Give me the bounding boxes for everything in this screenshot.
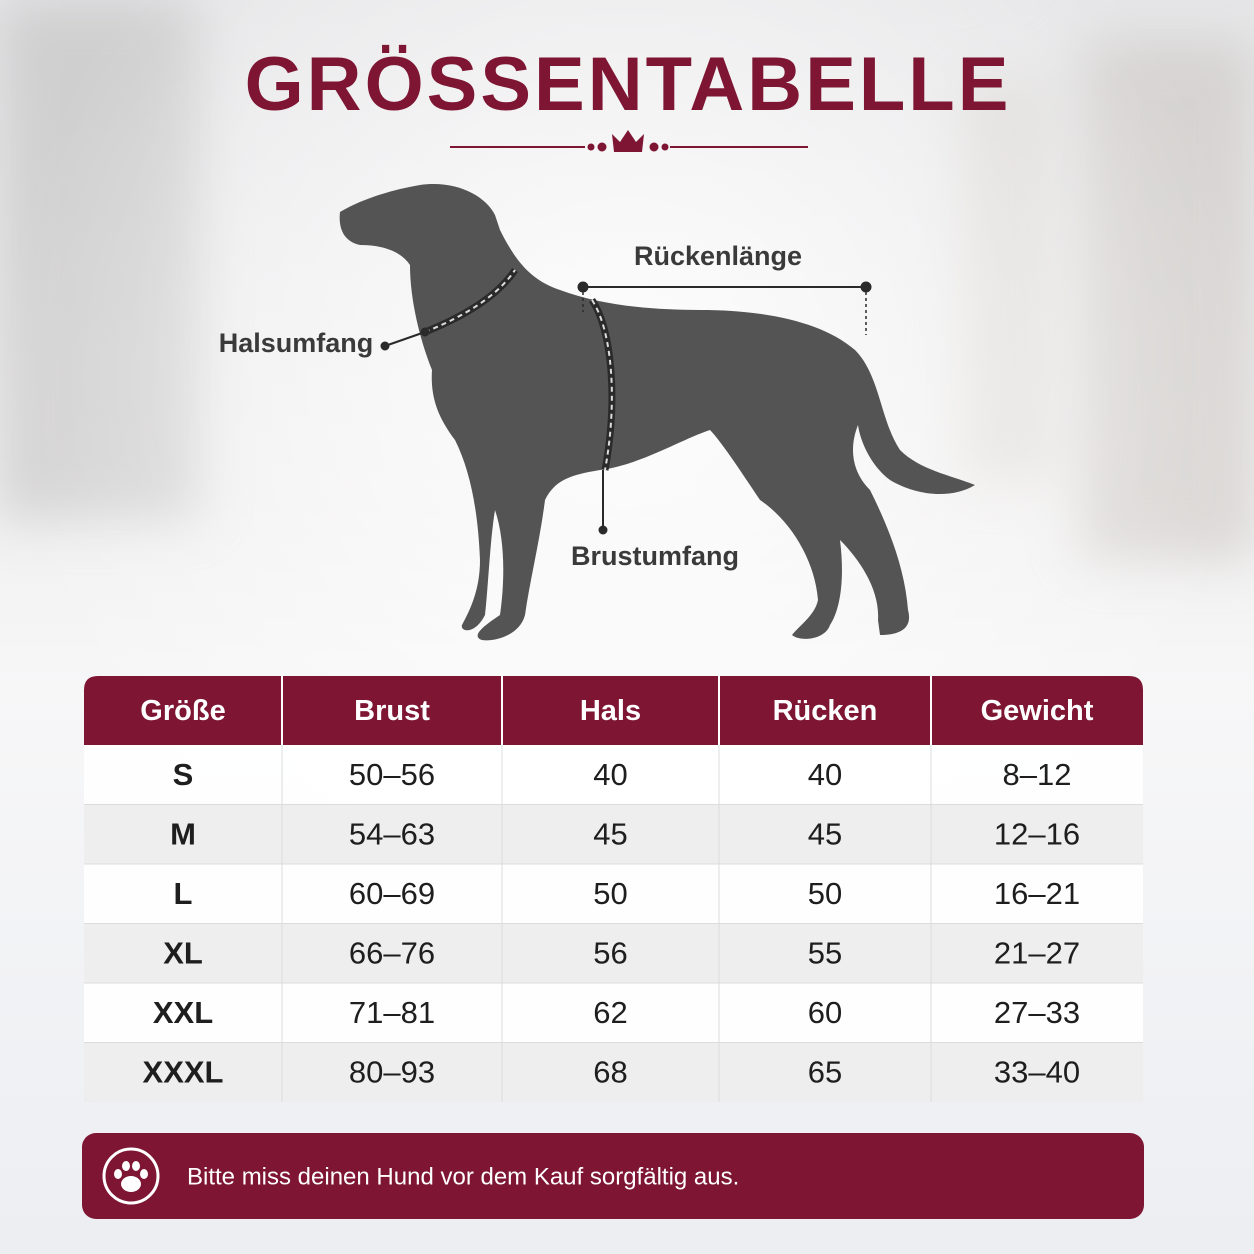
value-cell: 60–69 bbox=[349, 876, 435, 911]
size-table: Größe Brust Hals Rücken Gewicht S 50–56 40 40 8–1… bbox=[84, 676, 1143, 1102]
value-cell: 16–21 bbox=[994, 876, 1080, 911]
column-header: Gewicht bbox=[981, 695, 1094, 727]
value-cell: 33–40 bbox=[994, 1054, 1080, 1089]
value-cell: 12–16 bbox=[994, 816, 1080, 851]
column-header: Größe bbox=[140, 695, 225, 727]
dog-silhouette bbox=[339, 184, 975, 641]
value-cell: 65 bbox=[808, 1054, 842, 1089]
value-cell: 71–81 bbox=[349, 995, 435, 1030]
title-divider bbox=[450, 130, 808, 152]
value-cell: 8–12 bbox=[1003, 757, 1072, 792]
value-cell: 80–93 bbox=[349, 1054, 435, 1089]
size-cell: XXL bbox=[153, 995, 213, 1030]
value-cell: 40 bbox=[593, 757, 627, 792]
value-cell: 60 bbox=[808, 995, 842, 1030]
footer-background bbox=[82, 1133, 1144, 1219]
measure-lines bbox=[380, 267, 872, 535]
footer-note: Bitte miss deinen Hund vor dem Kauf sorg… bbox=[187, 1163, 739, 1190]
row-stripe bbox=[84, 923, 1143, 983]
value-cell: 45 bbox=[808, 816, 842, 851]
value-cell: 56 bbox=[593, 935, 627, 970]
value-cell: 50 bbox=[808, 876, 842, 911]
table-header-background bbox=[84, 676, 1143, 745]
value-cell: 27–33 bbox=[994, 995, 1080, 1030]
value-cell: 62 bbox=[593, 995, 627, 1030]
size-cell: XXXL bbox=[143, 1054, 224, 1089]
value-cell: 55 bbox=[808, 935, 842, 970]
footer-banner: Bitte miss deinen Hund vor dem Kauf sorg… bbox=[82, 1133, 1144, 1219]
chest-label: Brustumfang bbox=[571, 541, 739, 571]
column-header: Rücken bbox=[773, 695, 878, 727]
size-cell: S bbox=[173, 757, 194, 792]
value-cell: 40 bbox=[808, 757, 842, 792]
size-cell: L bbox=[174, 876, 193, 911]
value-cell: 68 bbox=[593, 1054, 627, 1089]
size-cell: XL bbox=[163, 935, 203, 970]
row-stripe bbox=[84, 804, 1143, 864]
column-header: Hals bbox=[580, 695, 641, 727]
row-stripe bbox=[84, 1042, 1143, 1102]
size-cell: M bbox=[170, 816, 196, 851]
column-header: Brust bbox=[354, 695, 430, 727]
table-body-background bbox=[84, 676, 1143, 1102]
value-cell: 54–63 bbox=[349, 816, 435, 851]
value-cell: 50 bbox=[593, 876, 627, 911]
value-cell: 21–27 bbox=[994, 935, 1080, 970]
title: GRÖSSENTABELLE bbox=[245, 42, 1012, 127]
value-cell: 50–56 bbox=[349, 757, 435, 792]
value-cell: 45 bbox=[593, 816, 627, 851]
back-label: Rückenlänge bbox=[634, 241, 802, 271]
paw-icon bbox=[102, 1147, 160, 1205]
value-cell: 66–76 bbox=[349, 935, 435, 970]
neck-label: Halsumfang bbox=[219, 328, 374, 358]
